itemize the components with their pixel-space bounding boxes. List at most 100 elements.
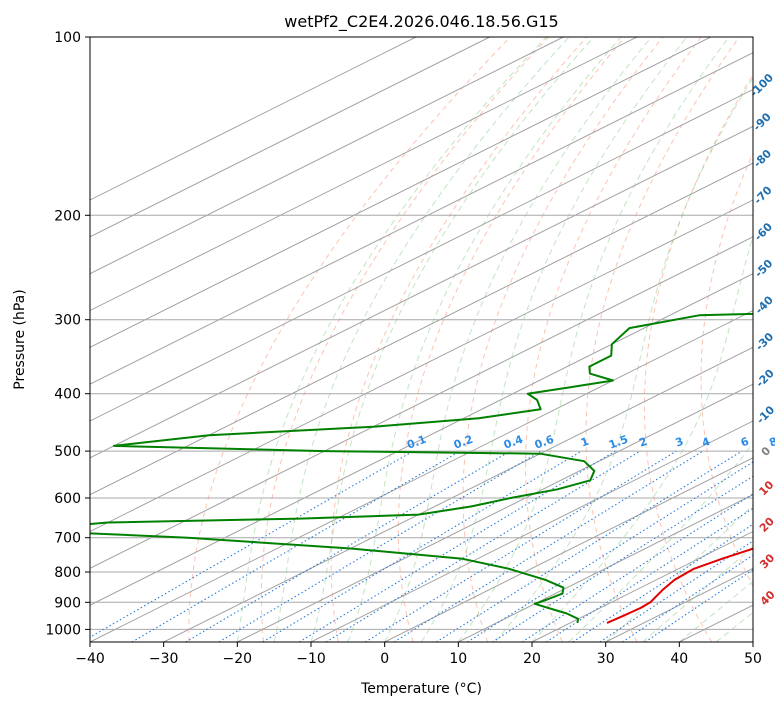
- dry-adiabat: [525, 37, 702, 642]
- mixing-ratio-label: 0.1: [405, 433, 428, 452]
- y-tick-label: 500: [54, 444, 81, 460]
- y-axis-label: Pressure (hPa): [12, 289, 28, 389]
- isotherm-label: -100: [747, 71, 775, 100]
- dry-adiabat: [330, 37, 587, 642]
- mixing-ratio-label: 0.4: [502, 433, 525, 452]
- moist-adiabat: [531, 234, 753, 642]
- mixing-ratio-label: 4: [700, 435, 712, 450]
- isotherm-label: -50: [752, 257, 775, 280]
- mixing-ratio-line: [436, 450, 743, 642]
- mixing-ratio-line: [131, 450, 461, 642]
- isotherm-label: -20: [754, 367, 775, 390]
- isotherm: [90, 236, 753, 569]
- x-tick-label: 10: [449, 651, 467, 667]
- y-tick-label: 300: [54, 313, 81, 329]
- mixing-ratio-label: 1: [579, 435, 591, 450]
- isotherm-label: 10: [756, 478, 775, 498]
- moist-adiabat: [457, 37, 730, 642]
- x-tick-label: −10: [296, 651, 326, 667]
- mixing-ratio-line: [622, 554, 753, 642]
- isotherm: [237, 383, 753, 642]
- y-tick-label: 400: [54, 387, 81, 403]
- isotherm-label: -30: [753, 330, 775, 353]
- moist-adiabat: [421, 37, 688, 642]
- mixing-ratio-label: 2: [637, 435, 649, 450]
- mixing-ratio-line: [491, 475, 753, 642]
- isotherm: [90, 125, 753, 459]
- y-tick-label: 600: [54, 491, 81, 507]
- mixing-ratio-line: [521, 493, 753, 642]
- isotherm: [90, 37, 638, 312]
- x-axis-ticks: −40 −30 −20 −10 0 10 20 30 40 50: [75, 642, 762, 667]
- moist-adiabat: [568, 442, 753, 642]
- dry-adiabat: [260, 37, 549, 642]
- isotherm: [90, 162, 753, 496]
- isotherm-label: -80: [751, 147, 774, 170]
- isotherm-label: -60: [752, 220, 775, 243]
- x-tick-label: −40: [75, 651, 105, 667]
- isotherm: [90, 199, 753, 533]
- isotherm: [90, 37, 490, 238]
- mixing-ratio-line: [185, 450, 511, 642]
- x-tick-label: 0: [380, 651, 389, 667]
- y-axis-ticks: 100 200 300 400 500 600 700 800 900 1000: [45, 30, 90, 638]
- chart-title: wetPf2_C2E4.2026.046.18.56.G15: [284, 12, 558, 32]
- moist-adiabat: [494, 77, 753, 642]
- dry-adiabat: [585, 37, 740, 642]
- moist-adiabat: [384, 37, 652, 642]
- mixing-ratio-line: [545, 507, 753, 642]
- isotherm-label: -10: [754, 403, 775, 426]
- isotherm: [310, 420, 753, 642]
- mixing-ratio-label: 8: [767, 435, 775, 450]
- x-tick-label: 20: [523, 651, 541, 667]
- isotherm: [163, 346, 753, 642]
- plot-area: [90, 37, 753, 642]
- moist-adiabat: [273, 37, 570, 642]
- isotherm-label: 20: [757, 515, 775, 535]
- isotherm: [90, 37, 564, 275]
- isotherm: [90, 88, 753, 422]
- mixing-ratio-line: [298, 450, 616, 642]
- mixing-ratio-label: 6: [739, 435, 751, 450]
- isotherm-label: 30: [757, 551, 775, 571]
- x-tick-label: −30: [149, 651, 179, 667]
- moist-adiabat: [236, 37, 547, 642]
- mixing-ratio-line: [467, 461, 753, 642]
- moist-adiabat: [642, 546, 753, 642]
- temperature-profile: [606, 547, 753, 624]
- x-tick-label: 30: [597, 651, 615, 667]
- isotherm: [90, 37, 711, 348]
- line-labels: 0.10.20.40.611.52346810131620253036-100-…: [405, 71, 775, 608]
- y-tick-label: 900: [54, 595, 81, 611]
- moist-adiabat: [347, 37, 622, 642]
- mixing-ratio-line: [325, 450, 641, 642]
- isotherm-label: -70: [751, 183, 774, 206]
- isotherm: [90, 37, 417, 201]
- x-tick-label: 40: [670, 651, 688, 667]
- mixing-ratio-label: 1.5: [607, 433, 630, 452]
- mixing-ratio-line: [218, 450, 542, 642]
- isotherm: [90, 273, 753, 606]
- isotherm-label: -90: [751, 110, 774, 133]
- x-tick-label: 50: [744, 651, 762, 667]
- mixing-ratio-line: [365, 450, 677, 642]
- isotherm: [90, 52, 753, 385]
- y-tick-label: 800: [54, 565, 81, 581]
- isotherm: [90, 309, 753, 642]
- y-tick-label: 200: [54, 208, 81, 224]
- isotherm-label: 40: [758, 588, 775, 608]
- mixing-ratio-line: [393, 450, 704, 642]
- isotherm-label: -40: [753, 293, 775, 316]
- mixing-ratio-label: 0.6: [533, 433, 556, 452]
- mixing-ratio-label: 0.2: [452, 433, 475, 452]
- dry-adiabat: [700, 151, 753, 588]
- isotherm: [458, 494, 753, 642]
- isotherm: [531, 530, 753, 642]
- mixing-ratio-line: [90, 450, 414, 638]
- y-tick-label: 700: [54, 531, 81, 547]
- background-lines: [90, 37, 753, 642]
- mixing-ratio-line: [599, 540, 753, 642]
- profile-lines: [90, 312, 753, 624]
- x-tick-label: −20: [223, 651, 253, 667]
